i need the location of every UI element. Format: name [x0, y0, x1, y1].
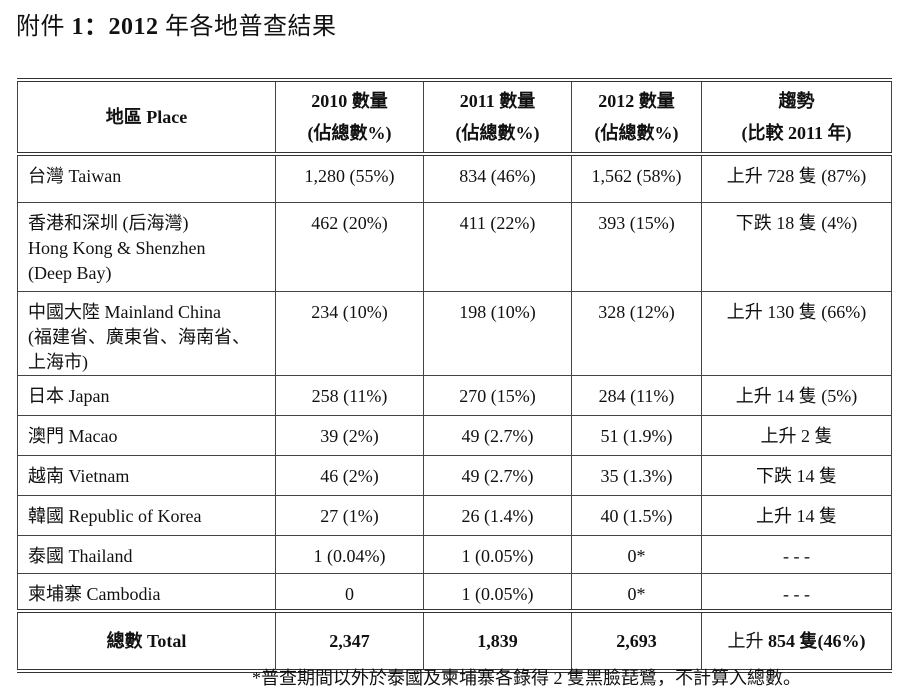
total-2010: 2,347	[275, 609, 424, 673]
header-line2: (佔總數%)	[594, 123, 679, 143]
count-2012-cell: 1,562 (58%)	[571, 153, 702, 203]
header-2011: 2011 數量 (佔總數%)	[423, 78, 572, 156]
place-name-line: 越南 Vietnam	[28, 465, 130, 486]
count-2012-cell: 0*	[571, 534, 702, 574]
count-2012-cell: 0*	[571, 572, 702, 612]
trend-cell: 上升 2 隻	[701, 414, 892, 456]
trend-cell: 上升 14 隻 (5%)	[701, 374, 892, 416]
place-cell: 香港和深圳 (后海灣) Hong Kong & Shenzhen (Deep Bay…	[17, 201, 276, 292]
count-2012-cell: 51 (1.9%)	[571, 414, 702, 456]
trend-cell: 上升 728 隻 (87%)	[701, 153, 892, 203]
count-2010-cell: 46 (2%)	[275, 454, 424, 496]
count-2011-cell: 198 (10%)	[423, 290, 572, 376]
header-place: 地區 Place	[17, 78, 276, 156]
trend-cell: 下跌 14 隻	[701, 454, 892, 496]
place-name-line: 澳門 Macao	[28, 425, 118, 446]
header-2010: 2010 數量 (佔總數%)	[275, 78, 424, 156]
place-name-line: 泰國 Thailand	[28, 545, 133, 566]
total-trend: 上升 854 隻(46%)	[701, 609, 892, 673]
count-2011-cell: 1 (0.05%)	[423, 572, 572, 612]
count-2011-cell: 26 (1.4%)	[423, 494, 572, 536]
table-row: 越南 Vietnam 46 (2%) 49 (2.7%) 35 (1.3%) 下跌 14…	[17, 454, 892, 496]
table-row: 中國大陸 Mainland China (福建省、廣東省、海南省、 上海市) 234 …	[17, 290, 892, 376]
count-2012-cell: 393 (15%)	[571, 201, 702, 292]
count-2011-cell: 411 (22%)	[423, 201, 572, 292]
count-2010-cell: 462 (20%)	[275, 201, 424, 292]
count-2011-cell: 1 (0.05%)	[423, 534, 572, 574]
table-row: 泰國 Thailand 1 (0.04%) 1 (0.05%) 0* - - -	[17, 534, 892, 574]
footnote: *普查期間以外於泰國及柬埔寨各錄得 2 隻黑臉琵鷺，不計算入總數。	[252, 668, 801, 688]
header-place-label: 地區 Place	[105, 107, 188, 127]
place-cell: 泰國 Thailand	[17, 534, 276, 574]
document-title: 附件 1：2012 年各地普查結果	[16, 6, 337, 41]
place-name-line: (福建省、廣東省、海南省、	[28, 326, 250, 347]
place-name-line: 日本 Japan	[28, 385, 110, 406]
place-cell: 澳門 Macao	[17, 414, 276, 456]
count-2010-cell: 234 (10%)	[275, 290, 424, 376]
total-2012: 2,693	[571, 609, 702, 673]
place-cell: 台灣 Taiwan	[17, 153, 276, 203]
title-prefix: 附件	[16, 14, 72, 40]
place-name-line: 上海市)	[28, 351, 88, 372]
count-2010-cell: 27 (1%)	[275, 494, 424, 536]
place-name-line: 中國大陸 Mainland China	[28, 301, 221, 322]
count-2010-cell: 1 (0.04%)	[275, 534, 424, 574]
trend-cell: - - -	[701, 572, 892, 612]
table-row: 韓國 Republic of Korea 27 (1%) 26 (1.4%) 40 (…	[17, 494, 892, 536]
header-line2: (佔總數%)	[455, 123, 540, 143]
title-text: 年各地普查結果	[165, 14, 337, 40]
table-row: 柬埔寨 Cambodia 0 1 (0.05%) 0* - - -	[17, 572, 892, 612]
title-number: 1：2012	[71, 14, 165, 40]
total-row: 總數 Total 2,347 1,839 2,693 上升 854 隻(46%)	[17, 609, 892, 673]
table-row: 台灣 Taiwan 1,280 (55%) 834 (46%) 1,562 (58%)…	[17, 153, 892, 203]
table-header-row: 地區 Place 2010 數量 (佔總數%) 2011 數量 (佔總數%) 201…	[17, 78, 892, 156]
count-2012-cell: 328 (12%)	[571, 290, 702, 376]
count-2010-cell: 258 (11%)	[275, 374, 424, 416]
count-2011-cell: 49 (2.7%)	[423, 414, 572, 456]
trend-cell: 下跌 18 隻 (4%)	[701, 201, 892, 292]
trend-cell: 上升 14 隻	[701, 494, 892, 536]
count-2010-cell: 39 (2%)	[275, 414, 424, 456]
total-2011: 1,839	[423, 609, 572, 673]
header-line2: (比較 2011 年)	[741, 123, 852, 143]
header-line1: 2011 數量	[459, 91, 536, 111]
table-row: 香港和深圳 (后海灣) Hong Kong & Shenzhen (Deep Bay…	[17, 201, 892, 292]
table-row: 澳門 Macao 39 (2%) 49 (2.7%) 51 (1.9%) 上升 2 隻	[17, 414, 892, 456]
trend-cell: - - -	[701, 534, 892, 574]
table-row: 日本 Japan 258 (11%) 270 (15%) 284 (11%) 上升 14…	[17, 374, 892, 416]
place-name-line: 韓國 Republic of Korea	[28, 505, 202, 526]
header-2012: 2012 數量 (佔總數%)	[571, 78, 702, 156]
place-name-line: (Deep Bay)	[28, 262, 112, 283]
count-2012-cell: 40 (1.5%)	[571, 494, 702, 536]
count-2010-cell: 1,280 (55%)	[275, 153, 424, 203]
count-2011-cell: 834 (46%)	[423, 153, 572, 203]
count-2011-cell: 270 (15%)	[423, 374, 572, 416]
header-line1: 趨勢	[778, 91, 815, 111]
total-trend-direction: 上升	[727, 630, 768, 651]
total-label: 總數 Total	[17, 609, 276, 673]
total-trend-value: 854 隻(46%)	[768, 630, 866, 651]
count-2010-cell: 0	[275, 572, 424, 612]
place-name-line: 台灣 Taiwan	[28, 166, 122, 186]
place-name-line: 香港和深圳 (后海灣)	[28, 212, 189, 233]
count-2012-cell: 284 (11%)	[571, 374, 702, 416]
header-line1: 2012 數量	[598, 91, 675, 111]
place-name-line: 柬埔寨 Cambodia	[28, 583, 161, 604]
census-results-table: 地區 Place 2010 數量 (佔總數%) 2011 數量 (佔總數%) 201…	[17, 78, 892, 673]
place-cell: 韓國 Republic of Korea	[17, 494, 276, 536]
header-trend: 趨勢 (比較 2011 年)	[701, 78, 892, 156]
place-cell: 中國大陸 Mainland China (福建省、廣東省、海南省、 上海市)	[17, 290, 276, 376]
count-2012-cell: 35 (1.3%)	[571, 454, 702, 496]
count-2011-cell: 49 (2.7%)	[423, 454, 572, 496]
trend-cell: 上升 130 隻 (66%)	[701, 290, 892, 376]
place-cell: 柬埔寨 Cambodia	[17, 572, 276, 612]
place-cell: 越南 Vietnam	[17, 454, 276, 496]
place-name-line: Hong Kong & Shenzhen	[28, 237, 206, 258]
header-line1: 2010 數量	[311, 91, 388, 111]
place-cell: 日本 Japan	[17, 374, 276, 416]
header-line2: (佔總數%)	[307, 123, 392, 143]
